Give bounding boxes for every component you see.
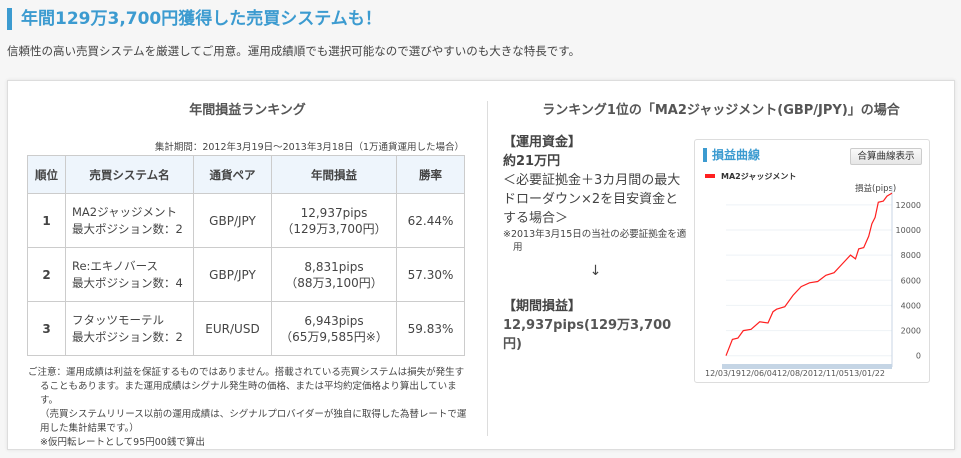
top-system-details: 【運用資金】 約21万円 ＜必要証拠金＋3カ月間の最大ドローダウン×2を目安資金…: [503, 133, 688, 354]
top-system-heading: ランキング1位の「MA2ジャッジメント(GBP/JPY)」の場合: [542, 103, 900, 118]
system-name: Re:エキノバース: [72, 258, 159, 273]
profit-yen: （65万9,585円※）: [280, 329, 388, 344]
table-row: 1 MA2ジャッジメント 最大ポジション数：2 GBP/JPY 12,937pip…: [27, 193, 465, 248]
profit-pips: 6,943pips: [304, 313, 364, 328]
system-name-cell: MA2ジャッジメント 最大ポジション数：2: [65, 193, 194, 248]
period-text: 集計期間：2012年3月19日～2013年3月18日（1万通貨運用した場合）: [154, 142, 464, 153]
currency-pair: GBP/JPY: [193, 193, 272, 248]
combined-curve-button[interactable]: 合算曲線表示: [850, 148, 922, 165]
divider: [487, 101, 488, 436]
profit-curve-panel: 損益曲線 合算曲線表示 MA2ジャッジメント損益(pips) 0 2000 4000 6…: [694, 139, 930, 383]
lead-text: 信頼性の高い売買システムを厳選してご用意。運用成績順でも選択可能なので選びやすい…: [7, 44, 581, 58]
max-positions: 最大ポジション数：2: [72, 221, 183, 236]
annual-profit: 8,831pips （88万3,100円）: [271, 247, 397, 302]
profit-pips: 8,831pips: [304, 259, 364, 274]
fund-desc: ＜必要証拠金＋3カ月間の最大ドローダウン×2を目安資金とする場合＞: [503, 173, 681, 226]
table-row: 3 フタッツモーテル最大ポジション数：2 EUR/USD 6,943pips （6…: [27, 301, 465, 356]
annual-profit: 6,943pips （65万9,585円※）: [271, 301, 397, 356]
disclaimer: ご注意：運用成績は利益を保証するものではありません。搭載されている売買システムは…: [28, 366, 473, 450]
note-1: ご注意：運用成績は利益を保証するものではありません。搭載されている売買システムは…: [28, 367, 465, 406]
col-pair: 通貨ペア: [193, 155, 272, 194]
page-title: 年間129万3,700円獲得した売買システムも！: [7, 8, 382, 30]
profit-pips: 12,937pips: [300, 205, 368, 220]
legend-swatch: [705, 174, 715, 178]
down-arrow-icon: ↓: [589, 263, 602, 279]
y-tick-label: 6000: [901, 276, 921, 285]
fund-note: ※2013年3月15日の当社の必要証拠金を適用: [503, 229, 687, 253]
y-tick-label: 0: [916, 352, 921, 361]
win-rate: 59.83%: [396, 301, 465, 356]
col-profit: 年間損益: [271, 155, 397, 194]
note-2: （売買システムリリース以前の運用成績は、シグナルプロバイダーが独自に取得した為替…: [40, 409, 467, 434]
col-rank: 順位: [27, 155, 66, 194]
legend-label: MA2ジャッジメント: [721, 172, 796, 181]
profit-value: 12,937pips(129万3,700円): [503, 318, 672, 352]
profit-yen: （129万3,700円）: [281, 221, 387, 236]
y-axis-label: 損益(pips): [855, 183, 896, 194]
note-3: ※仮円転レートとして95円00銭で算出: [40, 437, 205, 448]
annual-profit: 12,937pips （129万3,700円）: [271, 193, 397, 248]
rank: 2: [27, 247, 66, 302]
y-tick-label: 2000: [901, 327, 921, 336]
table-row: 2 Re:エキノバース最大ポジション数：4 GBP/JPY 8,831pips （…: [27, 247, 465, 302]
rank: 1: [27, 193, 66, 248]
currency-pair: GBP/JPY: [193, 247, 272, 302]
x-tick-label: 12/06/04: [741, 369, 777, 378]
content-panel: 年間損益ランキング 集計期間：2012年3月19日～2013年3月18日（1万通…: [7, 80, 955, 450]
profit-line: [725, 192, 893, 356]
y-tick-label: 8000: [901, 251, 921, 260]
y-tick-label: 12000: [896, 201, 921, 210]
ranking-heading: 年間損益ランキング: [189, 103, 306, 118]
fund-label: 【運用資金】: [503, 135, 582, 150]
x-tick-label: 12/08/20: [777, 369, 813, 378]
x-tick-label: 12/11/05: [813, 369, 849, 378]
currency-pair: EUR/USD: [193, 301, 272, 356]
x-scrollbar[interactable]: [722, 364, 892, 369]
col-winrate: 勝率: [396, 155, 465, 194]
chart-title: 損益曲線: [703, 148, 760, 162]
y-tick-label: 10000: [896, 226, 921, 235]
system-name-cell: Re:エキノバース最大ポジション数：4: [65, 247, 194, 302]
system-name: MA2ジャッジメント: [72, 204, 178, 219]
max-positions: 最大ポジション数：2: [72, 329, 183, 344]
table-header: 順位 売買システム名 通貨ペア 年間損益 勝率: [27, 155, 465, 194]
fund-value: 約21万円: [503, 154, 561, 169]
ranking-table: 順位 売買システム名 通貨ペア 年間損益 勝率 1 MA2ジャッジメント 最大ポジ…: [27, 155, 465, 356]
system-name: フタッツモーテル: [72, 312, 164, 327]
win-rate: 62.44%: [396, 193, 465, 248]
col-name: 売買システム名: [65, 155, 194, 194]
rank: 3: [27, 301, 66, 356]
win-rate: 57.30%: [396, 247, 465, 302]
profit-label: 【期間損益】: [503, 299, 582, 314]
system-name-cell: フタッツモーテル最大ポジション数：2: [65, 301, 194, 356]
y-tick-label: 4000: [901, 301, 921, 310]
profit-yen: （88万3,100円）: [285, 275, 383, 290]
x-tick-label: 13/01/22: [849, 369, 885, 378]
x-tick-label: 12/03/19: [705, 369, 741, 378]
max-positions: 最大ポジション数：4: [72, 275, 183, 290]
